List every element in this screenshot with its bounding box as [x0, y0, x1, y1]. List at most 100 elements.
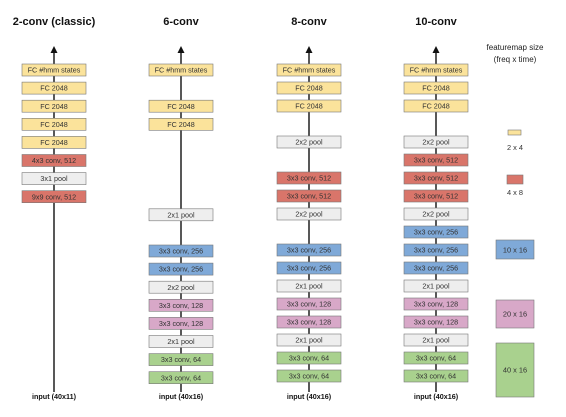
- layer-label: 4x3 conv, 512: [32, 156, 76, 165]
- layer-block: 3x3 conv, 512: [403, 171, 469, 185]
- layer-box: [403, 333, 469, 347]
- layer-label: FC #hmm states: [410, 66, 463, 75]
- layer-label: 3x3 conv, 256: [414, 228, 458, 237]
- layer-block: 3x3 conv, 256: [276, 243, 342, 257]
- layer-label: 3x3 conv, 512: [414, 192, 458, 201]
- layer-label: 3x3 conv, 128: [159, 301, 203, 310]
- layer-label: 3x3 conv, 256: [287, 264, 331, 273]
- layer-block: 4x3 conv, 512: [21, 154, 87, 167]
- layer-label: FC 2048: [422, 84, 450, 93]
- layer-label: 3x3 conv, 128: [414, 300, 458, 309]
- layer-box: [148, 244, 214, 258]
- layer-block: 2x1 pool: [148, 208, 214, 222]
- layer-label: 3x3 conv, 512: [287, 174, 331, 183]
- layer-box: [148, 371, 214, 385]
- layer-block: FC #hmm states: [21, 63, 87, 77]
- layer-box: [21, 99, 87, 113]
- layer-block: 2x1 pool: [403, 333, 469, 347]
- layer-box: [21, 172, 87, 185]
- layer-block: 2x2 pool: [276, 207, 342, 221]
- layer-label: 3x3 conv, 128: [287, 300, 331, 309]
- layer-label: FC 2048: [40, 120, 68, 129]
- legend-label-10x16: 10 x 16: [503, 246, 527, 255]
- layer-block: FC #hmm states: [276, 63, 342, 77]
- layer-box: [403, 243, 469, 257]
- layer-label: 3x3 conv, 64: [416, 372, 456, 381]
- layer-label: FC 2048: [167, 120, 195, 129]
- layer-label: 3x3 conv, 128: [287, 318, 331, 327]
- layer-label: 3x3 conv, 512: [414, 156, 458, 165]
- layer-box: [276, 207, 342, 221]
- layer-box: [276, 99, 342, 113]
- layer-box: [148, 262, 214, 276]
- layer-box: [403, 63, 469, 77]
- input-label-8conv: input (40x16): [287, 392, 332, 401]
- layer-box: [148, 99, 214, 113]
- layer-box: [21, 118, 87, 131]
- layer-block: FC 2048: [403, 81, 469, 95]
- layer-block: 2x1 pool: [276, 279, 342, 293]
- layer-box: [276, 315, 342, 329]
- layer-box: [403, 171, 469, 185]
- layer-label: 3x3 conv, 64: [289, 372, 329, 381]
- layer-block: 9x9 conv, 512: [21, 190, 87, 203]
- arrow-head: [50, 46, 58, 53]
- layer-block: 3x3 conv, 64: [403, 369, 469, 383]
- layer-label: FC #hmm states: [283, 66, 336, 75]
- layer-box: [276, 351, 342, 365]
- layer-box: [148, 335, 214, 348]
- layer-label: 2x2 pool: [295, 138, 323, 147]
- layer-label: FC 2048: [40, 84, 68, 93]
- layer-block: 2x2 pool: [403, 207, 469, 221]
- layer-label: FC 2048: [422, 102, 450, 111]
- layer-label: 3x3 conv, 256: [159, 265, 203, 274]
- layer-label: 2x2 pool: [422, 210, 450, 219]
- layer-block: 3x3 conv, 512: [276, 171, 342, 185]
- layer-block: 3x3 conv, 64: [403, 351, 469, 365]
- layer-block: FC #hmm states: [403, 63, 469, 77]
- layer-block: FC #hmm states: [148, 63, 214, 77]
- layer-box: [403, 207, 469, 221]
- layer-box: [148, 118, 214, 131]
- layer-block: 3x3 conv, 256: [403, 243, 469, 257]
- layer-box: [148, 280, 214, 294]
- layer-box: [403, 297, 469, 311]
- layer-label: 2x1 pool: [167, 210, 195, 219]
- legend-swatch-40x16: [495, 342, 535, 398]
- arrow-head: [177, 46, 185, 53]
- layer-block: 3x3 conv, 64: [276, 351, 342, 365]
- layer-block: 3x3 conv, 512: [403, 189, 469, 203]
- layer-box: [403, 315, 469, 329]
- layer-label: 3x3 conv, 256: [414, 264, 458, 273]
- layer-block: FC 2048: [21, 136, 87, 149]
- layer-box: [21, 190, 87, 203]
- layer-box: [403, 135, 469, 149]
- layer-box: [403, 153, 469, 167]
- input-label-6conv: input (40x16): [159, 392, 204, 401]
- layer-block: 2x1 pool: [148, 335, 214, 348]
- layer-label: 3x3 conv, 512: [414, 174, 458, 183]
- layer-label: 3x3 conv, 128: [159, 319, 203, 328]
- legend-label-20x16: 20 x 16: [503, 310, 527, 319]
- layer-box: [148, 208, 214, 222]
- layer-block: 3x3 conv, 256: [276, 261, 342, 275]
- layer-label: FC 2048: [40, 138, 68, 147]
- layer-block: 3x3 conv, 256: [148, 244, 214, 258]
- layer-label: FC #hmm states: [155, 66, 208, 75]
- layer-box: [276, 243, 342, 257]
- layer-block: 3x3 conv, 128: [403, 315, 469, 329]
- layer-box: [276, 261, 342, 275]
- layer-label: 3x3 conv, 256: [287, 246, 331, 255]
- layer-block: 3x3 conv, 256: [403, 225, 469, 239]
- layer-box: [276, 369, 342, 383]
- arrow-head: [305, 46, 313, 53]
- layer-label: FC 2048: [295, 102, 323, 111]
- layer-label: FC 2048: [40, 102, 68, 111]
- layer-block: 3x3 conv, 256: [403, 261, 469, 275]
- layer-label: 2x1 pool: [295, 282, 323, 291]
- layer-box: [276, 189, 342, 203]
- layer-box: [276, 333, 342, 347]
- layer-label: 3x3 conv, 128: [414, 318, 458, 327]
- layer-block: FC 2048: [276, 81, 342, 95]
- layer-box: [276, 135, 342, 149]
